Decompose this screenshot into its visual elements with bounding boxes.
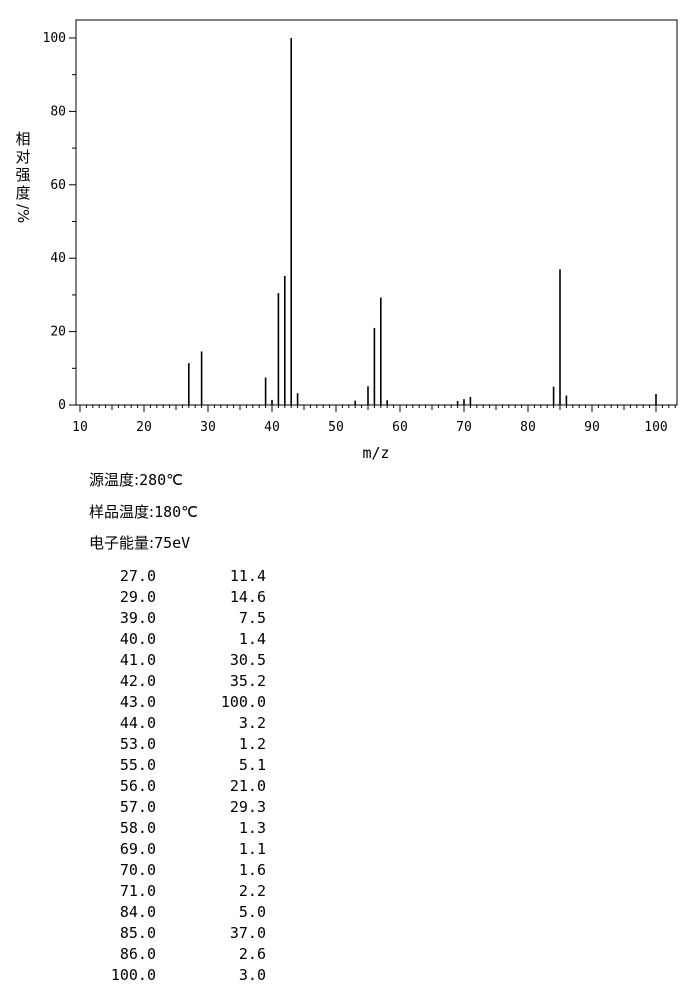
- table-row: 55.0 5.1: [90, 755, 266, 776]
- peak-mz: 56.0: [119, 777, 156, 795]
- table-row: 71.0 2.2: [90, 881, 266, 902]
- x-tick-label: 40: [264, 420, 280, 435]
- peak-intensity: 11.4: [229, 567, 266, 585]
- x-tick-label: 80: [520, 420, 536, 435]
- condition-label: 电子能量:: [89, 534, 155, 552]
- peak-intensity: 1.2: [238, 735, 266, 753]
- peak-mz: 57.0: [119, 798, 156, 816]
- peak-mz: 71.0: [119, 882, 156, 900]
- peak-intensity: 3.0: [238, 966, 266, 984]
- plot-frame: [75, 19, 678, 406]
- table-row: 56.0 21.0: [90, 776, 266, 797]
- table-row: 42.0 35.2: [90, 671, 266, 692]
- condition-value: 280℃: [139, 471, 184, 489]
- table-row: 27.0 11.4: [90, 566, 266, 587]
- peak-bars: [188, 38, 657, 405]
- peak-mz: 100.0: [110, 966, 156, 984]
- peak-mz: 41.0: [119, 651, 156, 669]
- table-row: 86.0 2.6: [90, 944, 266, 965]
- peak-intensity: 2.6: [238, 945, 266, 963]
- peak-mz: 43.0: [119, 693, 156, 711]
- y-axis-label-char: 度: [15, 184, 31, 202]
- x-tick-label: 60: [392, 420, 408, 435]
- condition-value: 180℃: [154, 502, 199, 521]
- table-row: 44.0 3.2: [90, 713, 266, 734]
- x-axis: 10 20 30 40 50 60 70 80 90 100: [72, 405, 676, 435]
- x-tick-label: 90: [584, 420, 600, 435]
- x-tick-label: 20: [136, 420, 152, 435]
- table-row: 39.0 7.5: [90, 608, 266, 629]
- table-row: 58.0 1.3: [90, 818, 266, 839]
- condition-sample-temperature: 样品温度:180℃: [89, 498, 198, 530]
- table-row: 85.0 37.0: [90, 923, 266, 944]
- peak-mz: 85.0: [119, 924, 156, 942]
- peak-intensity: 7.5: [238, 609, 266, 627]
- peak-intensity: 5.1: [238, 756, 266, 774]
- peak-mz: 27.0: [119, 567, 156, 585]
- peak-mz: 84.0: [119, 903, 156, 921]
- peak-intensity: 1.6: [238, 861, 266, 879]
- y-tick-label: 100: [43, 31, 66, 46]
- y-tick-label: 80: [50, 104, 66, 119]
- peak-mz: 40.0: [119, 630, 156, 648]
- measurement-conditions: 源温度:280℃ 样品温度:180℃ 电子能量:75eV: [89, 466, 198, 561]
- table-row: 40.0 1.4: [90, 629, 266, 650]
- x-tick-label: 30: [200, 420, 216, 435]
- condition-label: 源温度:: [89, 471, 140, 489]
- peak-intensity: 5.0: [238, 903, 266, 921]
- peak-mz: 58.0: [119, 819, 156, 837]
- y-axis-label-char: 强: [15, 166, 31, 184]
- table-row: 100.0 3.0: [90, 965, 266, 986]
- peak-mz: 53.0: [119, 735, 156, 753]
- x-tick-label: 50: [328, 420, 344, 435]
- x-tick-label: 10: [72, 420, 88, 435]
- peak-intensity: 100.0: [220, 693, 266, 711]
- peak-intensity: 1.1: [238, 840, 266, 858]
- peak-intensity: 29.3: [229, 798, 266, 816]
- peak-intensity: 30.5: [229, 651, 266, 669]
- peak-mz: 39.0: [119, 609, 156, 627]
- table-row: 69.0 1.1: [90, 839, 266, 860]
- table-row: 84.0 5.0: [90, 902, 266, 923]
- peak-mz: 69.0: [119, 840, 156, 858]
- condition-source-temperature: 源温度:280℃: [89, 466, 198, 498]
- y-axis-label-unit: /%: [14, 204, 32, 224]
- peak-mz: 44.0: [119, 714, 156, 732]
- peak-intensity: 14.6: [229, 588, 266, 606]
- peak-mz: 70.0: [119, 861, 156, 879]
- peak-intensity: 1.4: [238, 630, 266, 648]
- table-row: 41.0 30.5: [90, 650, 266, 671]
- y-axis-label: 相 对 强 度 /%: [14, 130, 32, 224]
- x-axis-label: m/z: [362, 444, 389, 462]
- peak-intensity: 37.0: [229, 924, 266, 942]
- peak-mz: 86.0: [119, 945, 156, 963]
- y-tick-label: 60: [50, 178, 66, 193]
- peak-mz: 29.0: [119, 588, 156, 606]
- condition-label: 样品温度:: [89, 502, 155, 521]
- peak-intensity: 21.0: [229, 777, 266, 795]
- peak-mz: 55.0: [119, 756, 156, 774]
- y-tick-label: 40: [50, 251, 66, 266]
- y-axis-label-char: 对: [15, 148, 31, 166]
- table-row: 43.0 100.0: [90, 692, 266, 713]
- peak-intensity: 1.3: [238, 819, 266, 837]
- x-tick-label: 70: [456, 420, 472, 435]
- y-tick-label: 0: [58, 398, 66, 413]
- condition-value: 75eV: [154, 534, 191, 552]
- y-axis: 0 20 40 60 80 100: [43, 31, 76, 413]
- x-tick-label: 100: [644, 420, 667, 435]
- peak-intensity: 35.2: [229, 672, 266, 690]
- table-row: 53.0 1.2: [90, 734, 266, 755]
- table-row: 70.0 1.6: [90, 860, 266, 881]
- table-row: 57.0 29.3: [90, 797, 266, 818]
- peak-table: 27.0 11.4 29.0 14.6 39.0 7.5 40.0 1.4 41.0 30.5 42…: [90, 566, 266, 986]
- condition-electron-energy: 电子能量:75eV: [89, 529, 198, 561]
- peak-intensity: 3.2: [238, 714, 266, 732]
- peak-intensity: 2.2: [238, 882, 266, 900]
- y-tick-label: 20: [50, 325, 66, 340]
- peak-mz: 42.0: [119, 672, 156, 690]
- y-axis-label-char: 相: [15, 130, 31, 148]
- table-row: 29.0 14.6: [90, 587, 266, 608]
- mass-spectrum-chart: 0 20 40 60 80 100 10 20 30 40 50 60 70 80 90 100 m/z: [43, 19, 678, 462]
